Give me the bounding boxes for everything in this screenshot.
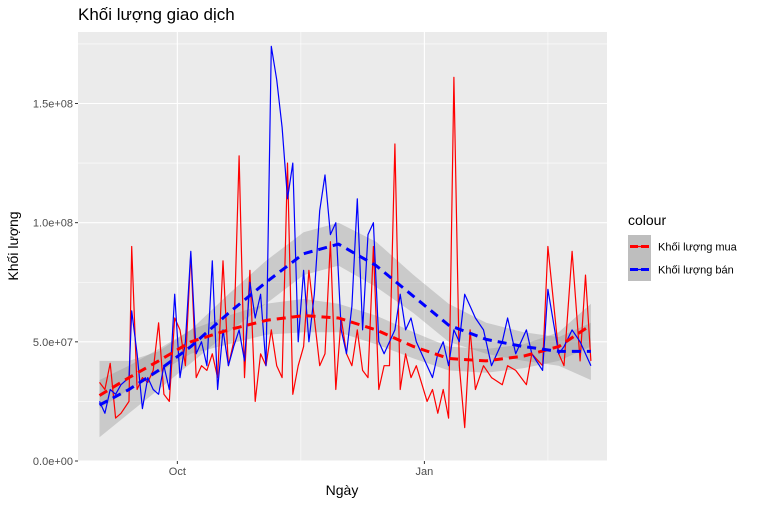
line-khoi-luong-ban (98, 45, 592, 414)
legend-label-khoi-luong-mua: Khối lượng mua (658, 242, 738, 254)
legend-title: colour (628, 212, 666, 228)
grid-major (78, 32, 607, 462)
y-axis-title: Khối lượng (5, 211, 21, 280)
band-khoi-luong-mua (99, 298, 591, 409)
legend-label-khoi-luong-ban: Khối lượng bán (658, 265, 734, 277)
legend: colour Khối lượng mua Khối lượng bán (628, 212, 738, 281)
trend-khoi-luong-ban (98, 242, 591, 407)
smooth-trend-lines (98, 242, 592, 407)
x-axis-title: Ngày (326, 482, 359, 498)
y-tick-label: 1.5e+08 (33, 99, 73, 111)
x-tick-label: Jan (416, 466, 434, 478)
y-axis: 0.0e+00 5.0e+07 1.0e+08 1.5e+08 (33, 99, 78, 468)
line-khoi-luong-mua (99, 76, 592, 429)
y-tick-label: 1.0e+08 (33, 218, 73, 230)
x-tick-label: Oct (169, 466, 186, 478)
x-axis: Oct Jan (169, 461, 433, 478)
raw-series-lines (98, 45, 592, 429)
chart-title: Khối lượng giao dịch (78, 5, 235, 24)
trend-khoi-luong-mua (98, 314, 592, 397)
band-khoi-luong-ban (99, 222, 591, 438)
confidence-bands (99, 222, 591, 438)
y-tick-label: 0.0e+00 (33, 456, 73, 468)
y-tick-label: 5.0e+07 (33, 337, 73, 349)
